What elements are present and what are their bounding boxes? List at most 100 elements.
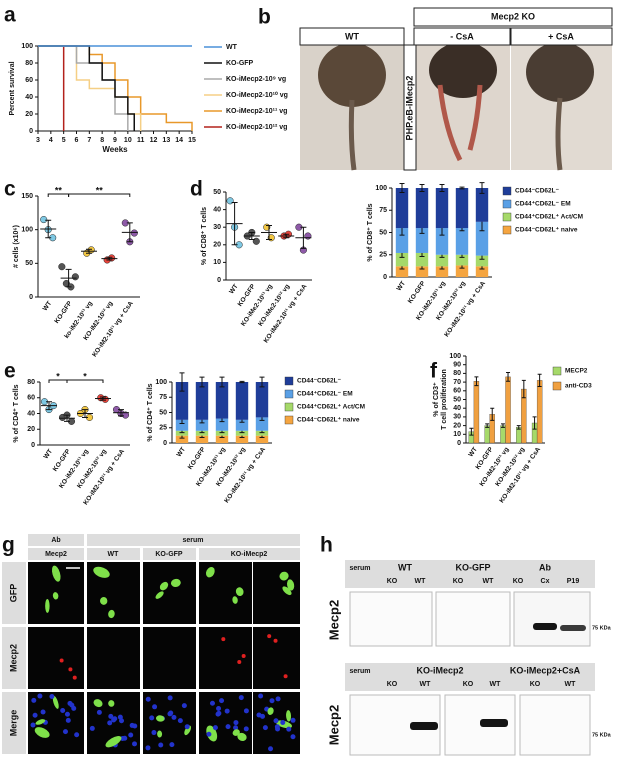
bar-segment <box>215 435 229 443</box>
nucleus <box>64 711 70 717</box>
legend-label: KO-GFP <box>226 60 254 67</box>
x-tick-label: WT <box>42 300 54 312</box>
nucleus <box>30 722 36 728</box>
band <box>533 623 557 630</box>
legend-swatch <box>502 186 512 196</box>
lane-label: WT <box>415 578 427 585</box>
legend-label: CD44⁺CD62L⁺ Act/CM <box>515 214 583 221</box>
micrograph <box>253 627 300 689</box>
y-tick-label: 70 <box>453 379 461 386</box>
cell <box>100 596 108 605</box>
y-tick-label: 30 <box>213 224 221 231</box>
nucleus <box>89 725 95 731</box>
treatment-label: PHP.eB-iMecp2 <box>404 76 414 141</box>
cell <box>267 707 274 715</box>
nucleus <box>67 700 73 706</box>
error-bar <box>82 409 88 418</box>
y-tick-label: 0 <box>31 442 35 449</box>
y-tick-label: 80 <box>27 379 35 386</box>
bar-segment <box>255 417 269 431</box>
protein-label: Mecp2 <box>326 600 341 640</box>
y-tick-label: 10 <box>453 431 461 438</box>
bar-segment <box>455 228 469 255</box>
marker-label: 75 KDa <box>592 625 612 631</box>
nucleus <box>177 718 183 724</box>
x-tick-label: WT <box>228 283 240 295</box>
nucleus-signal <box>283 674 288 679</box>
group-label: KO-iMecp2+CsA <box>510 665 581 675</box>
legend-label: CD44⁻CD62L⁻ <box>297 378 342 385</box>
bar-segment <box>415 266 429 277</box>
bar-segment <box>235 382 249 420</box>
y-tick-label: 40 <box>25 94 33 101</box>
header-cell <box>199 548 300 560</box>
nucleus <box>290 717 296 723</box>
error-bar <box>469 427 474 436</box>
bar-segment <box>215 382 229 419</box>
micrograph <box>143 562 196 624</box>
y-tick-label: 100 <box>155 379 167 386</box>
nucleus <box>269 698 275 704</box>
cell <box>232 596 238 604</box>
lane-label: Cx <box>541 578 550 585</box>
bar <box>505 376 511 444</box>
nucleus <box>145 696 151 702</box>
x-tick-label: 8 <box>100 137 104 144</box>
significance-bracket <box>68 193 131 197</box>
micrograph <box>143 692 196 754</box>
cell <box>51 565 61 582</box>
header-label: Mecp2 <box>45 551 67 558</box>
x-tick-label: 12 <box>150 137 158 144</box>
immunostaining-panel: Ab serum Mecp2 WT KO-GFP KO-iMecp2 GFP M… <box>2 534 300 754</box>
bar-segment <box>435 254 449 267</box>
bar-segment <box>175 382 189 420</box>
y-tick-label: 80 <box>25 60 33 67</box>
lane-label: KO <box>530 681 541 688</box>
panel-label: g <box>2 534 15 557</box>
legend-label: anti-CD3 <box>565 383 592 390</box>
error-bar <box>126 222 133 243</box>
lane-label: KO <box>513 578 524 585</box>
panel-label: b <box>258 6 271 29</box>
bar-segment <box>475 221 489 256</box>
y-tick-label: 0 <box>383 274 387 281</box>
group-label: WT <box>345 31 359 41</box>
y-tick-label: 40 <box>213 206 221 213</box>
bar-segment <box>455 188 469 229</box>
legend-label: KO-iMecp2-10¹⁰ vg <box>226 91 288 99</box>
error-bar <box>64 414 70 422</box>
data-point <box>58 263 66 271</box>
y-tick-label: 60 <box>25 77 33 84</box>
bar-segment <box>455 265 469 277</box>
lane-label: KO <box>463 681 474 688</box>
survival-line <box>38 45 135 131</box>
header-label: serum <box>349 668 370 675</box>
blot <box>519 694 591 756</box>
bar-segment <box>255 430 269 436</box>
panel-label: d <box>190 178 203 201</box>
error-bar <box>46 401 52 411</box>
error-bar <box>506 372 511 382</box>
blot <box>513 591 591 647</box>
group-label: Ab <box>539 562 551 572</box>
bar-segment <box>175 435 189 443</box>
header-box <box>345 663 595 691</box>
cell <box>108 609 115 619</box>
x-tick-label: KO-GFP <box>53 300 74 325</box>
nucleus <box>149 715 155 721</box>
nucleus <box>117 714 123 720</box>
nucleus-signal <box>72 675 77 680</box>
y-tick-label: 50 <box>25 260 33 267</box>
y-tick-label: 10 <box>213 259 221 266</box>
y-tick-label: 0 <box>29 128 33 135</box>
y-axis-title: % of CD8⁺ T cells <box>201 207 208 265</box>
bar-segment <box>175 430 189 436</box>
panel-label: e <box>4 360 16 383</box>
y-tick-label: 20 <box>25 111 33 118</box>
legend-label: KO-iMecp2-10¹² vg <box>226 124 287 131</box>
error-bar <box>474 376 479 387</box>
row-label: Mecp2 <box>8 644 18 672</box>
bar-segment <box>255 435 269 443</box>
band <box>560 625 586 631</box>
micrograph <box>143 627 196 689</box>
